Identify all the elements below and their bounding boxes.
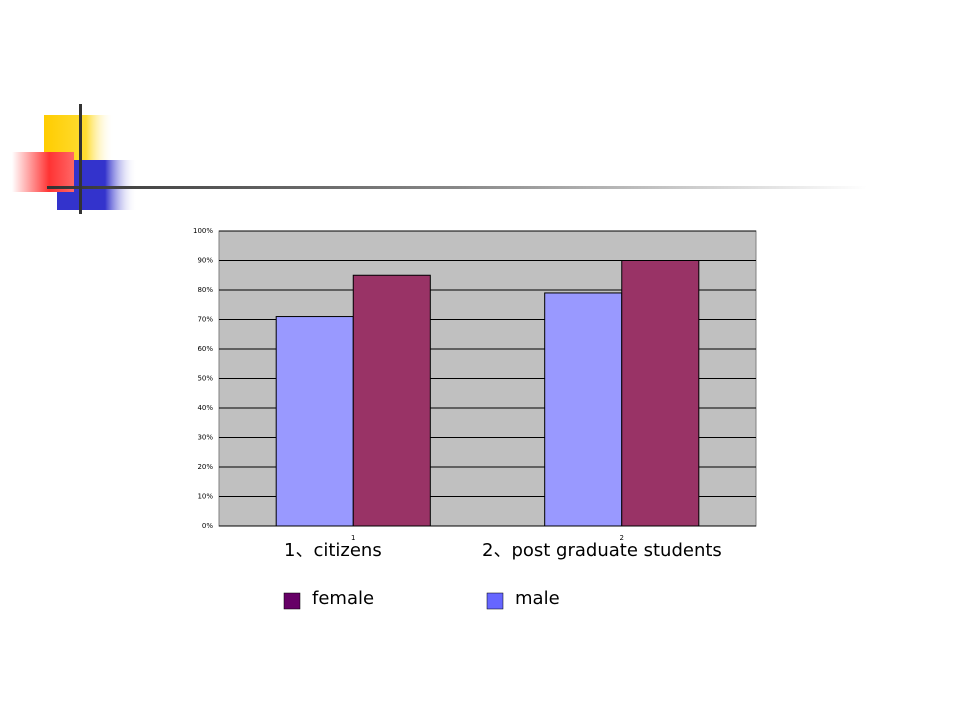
y-tick-label: 90% xyxy=(197,257,213,265)
y-tick-label: 40% xyxy=(197,404,213,412)
y-tick-label: 60% xyxy=(197,345,213,353)
bar xyxy=(352,274,431,527)
y-tick-label: 70% xyxy=(197,316,213,324)
y-tick-label: 80% xyxy=(197,286,213,294)
bar xyxy=(544,292,623,527)
y-tick-label: 0% xyxy=(202,522,213,530)
category-title: 1、citizens xyxy=(284,540,382,561)
y-tick-label: 100% xyxy=(193,227,213,235)
chart: 0% 10% 20% 30% 40% 50% 60% 70% 80% 90% 100% 1 2 1、cit… xyxy=(193,227,756,610)
x-tick-label: 1 xyxy=(351,534,355,542)
category-title: 2、post graduate students xyxy=(482,540,722,561)
legend-swatch xyxy=(283,592,301,610)
legend-label: male xyxy=(515,588,560,609)
bar xyxy=(275,316,354,527)
decoration xyxy=(12,104,867,214)
bar xyxy=(621,260,700,527)
x-tick-label: 2 xyxy=(620,534,624,542)
legend-swatch xyxy=(486,592,504,610)
y-tick-label: 30% xyxy=(197,434,213,442)
legend-label: female xyxy=(312,588,374,609)
y-tick-label: 20% xyxy=(197,463,213,471)
y-tick-label: 50% xyxy=(197,375,213,383)
y-tick-label: 10% xyxy=(197,493,213,501)
